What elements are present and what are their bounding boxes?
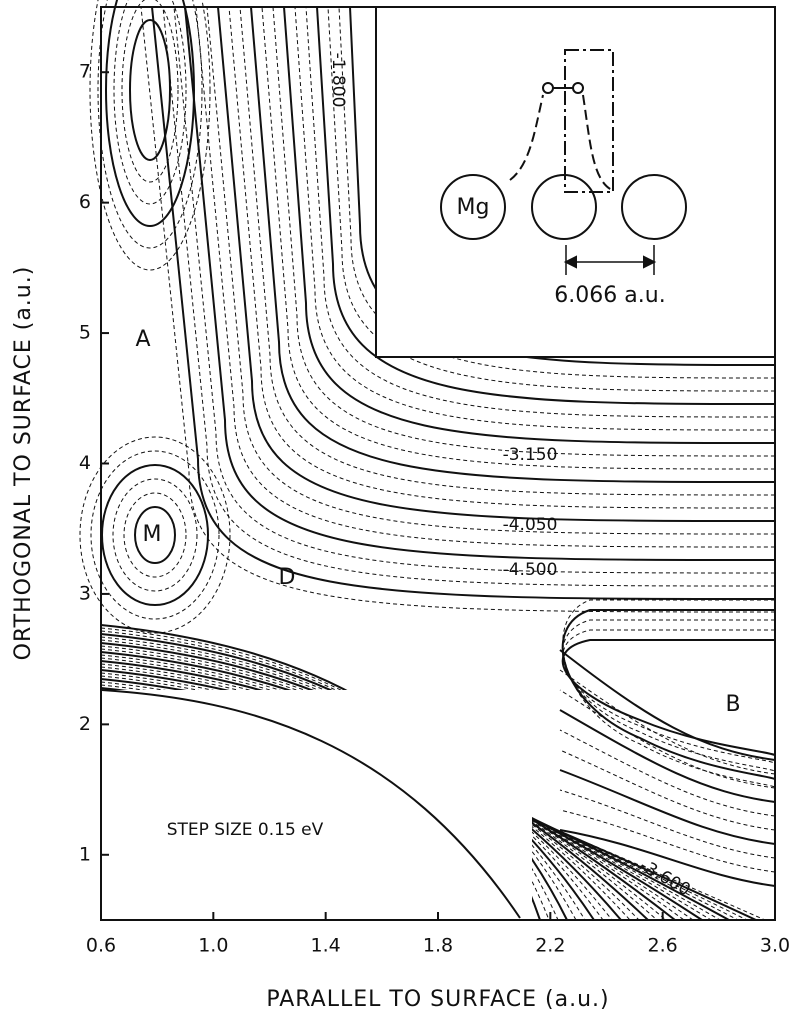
contour-label: -3.150 (503, 445, 558, 465)
inset-box (375, 6, 776, 358)
contour-line (250, 6, 776, 483)
contour-line (184, 6, 776, 561)
x-tick-label: 1.8 (423, 935, 453, 957)
contour-line (294, 6, 776, 431)
contour-line (559, 689, 776, 789)
point-label: M (143, 522, 162, 547)
contour-line (140, 6, 776, 613)
contour-line (562, 629, 776, 764)
contour-label: -4.050 (503, 515, 558, 535)
contour-line (559, 709, 776, 803)
contour-line (559, 769, 776, 845)
contour-line (101, 689, 521, 919)
y-tick-label: 2 (79, 713, 91, 735)
x-tick-label: 3.0 (760, 935, 790, 957)
note: STEP SIZE 0.15 eV (167, 820, 324, 840)
contour-line (79, 436, 231, 634)
point-label: D (279, 565, 296, 590)
point-label: A (135, 327, 150, 352)
contour-line (206, 6, 776, 535)
contour-line (559, 809, 776, 873)
x-tick-label: 2.2 (535, 935, 565, 957)
contour-line (100, 681, 712, 921)
contour-line (272, 6, 776, 457)
contour-line (283, 6, 776, 444)
contour-label: -3.600 (636, 856, 693, 901)
x-tick-label: 0.6 (86, 935, 116, 957)
contour-line (228, 6, 776, 509)
contour-line (559, 669, 776, 775)
contour-lines (79, 0, 776, 921)
y-tick-label: 7 (79, 61, 91, 83)
contour-line (113, 0, 187, 205)
contour-line (561, 639, 776, 756)
contour-line (562, 619, 776, 772)
contour-line (338, 6, 776, 379)
inset-diagram (440, 49, 687, 275)
blank-region (102, 690, 532, 919)
contour-line (559, 829, 776, 887)
contour-line (134, 506, 176, 564)
x-tick-label: 1.0 (198, 935, 228, 957)
y-tick-label: 3 (79, 582, 91, 604)
contour-line (239, 6, 776, 496)
contour-line (305, 6, 776, 418)
contour-line (100, 639, 586, 921)
contour-line (559, 649, 776, 761)
contour-line (559, 749, 776, 831)
contour-line (123, 492, 187, 578)
contour-line (105, 0, 195, 227)
contour-line (97, 0, 203, 249)
point-label: B (725, 692, 740, 717)
contour-line (121, 0, 179, 183)
contour-line (559, 729, 776, 817)
y-tick-label: 5 (79, 322, 91, 344)
contour-line (100, 657, 640, 921)
contour-line (217, 6, 776, 522)
inset-atom: Mg (457, 195, 490, 220)
contour-line (561, 609, 776, 780)
contour-label: -4.500 (503, 560, 558, 580)
contour-line (261, 6, 776, 470)
contour-line (173, 6, 776, 574)
contour-line (195, 6, 776, 548)
y-tick-label: 6 (79, 191, 91, 213)
contour-line (89, 0, 211, 271)
inset-distance: 6.066 a.u. (554, 283, 665, 308)
contour-label: -1.800 (328, 53, 348, 108)
contour-line (559, 789, 776, 859)
x-tick-label: 1.4 (311, 935, 341, 957)
y-axis-label: ORTHOGONAL TO SURFACE (a.u.) (11, 266, 36, 661)
y-tick-label: 1 (79, 843, 91, 865)
contour-line (129, 19, 171, 161)
contour-line (316, 6, 776, 405)
x-axis-label: PARALLEL TO SURFACE (a.u.) (266, 987, 609, 1012)
x-tick-label: 2.6 (648, 935, 678, 957)
contour-line (327, 6, 776, 392)
contour-line (90, 450, 220, 620)
contour-line (112, 478, 198, 592)
contour-line (562, 599, 776, 788)
y-tick-label: 4 (79, 452, 91, 474)
contour-line (151, 6, 776, 600)
